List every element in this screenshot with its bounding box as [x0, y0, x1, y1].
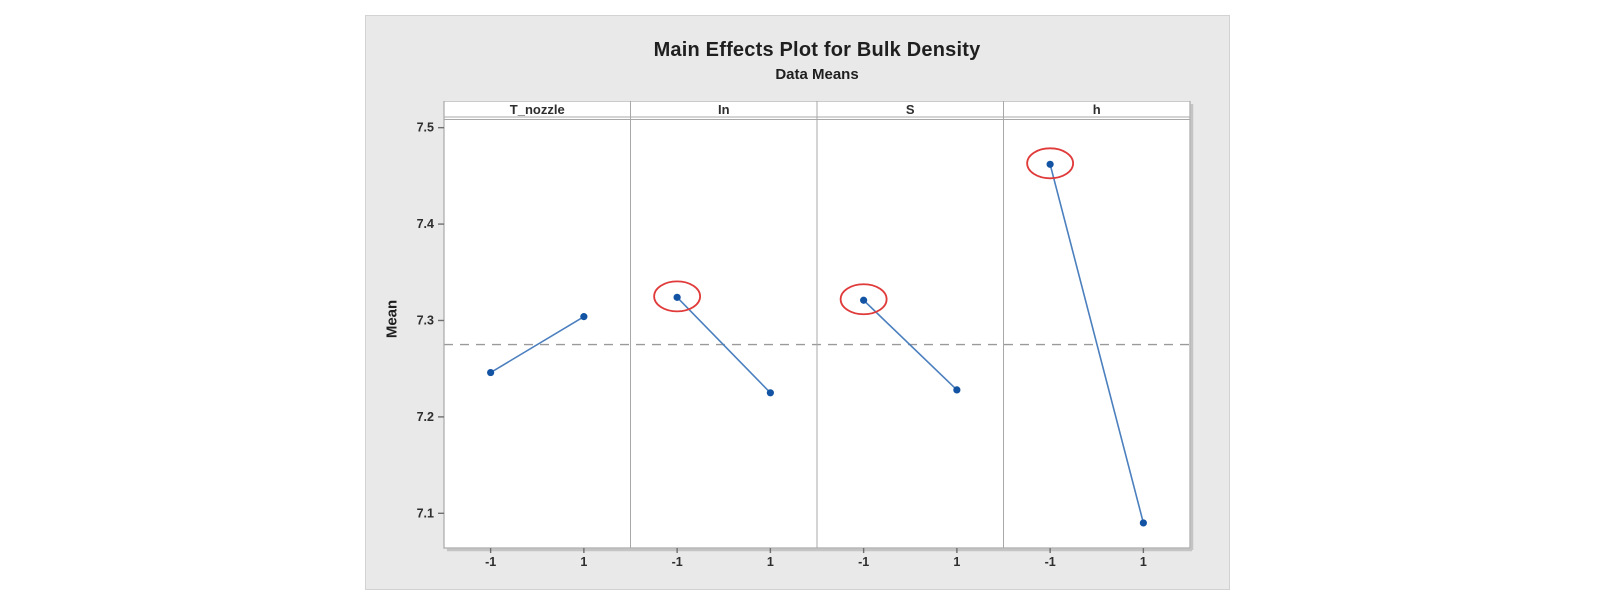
x-tick-label: 1 — [767, 555, 774, 569]
x-tick-label: 1 — [1140, 555, 1147, 569]
y-tick-label: 7.4 — [417, 217, 434, 231]
effect-line — [676, 296, 771, 394]
y-tick-label: 7.3 — [417, 313, 434, 327]
chart-title: Main Effects Plot for Bulk Density — [653, 39, 981, 61]
data-point — [766, 389, 774, 397]
data-point — [1139, 519, 1147, 527]
x-tick-label: -1 — [1045, 555, 1056, 569]
x-tick-label: -1 — [672, 555, 683, 569]
effect-line — [490, 315, 585, 374]
chart-card: Main Effects Plot for Bulk Density Data … — [365, 15, 1230, 590]
factor-label: In — [718, 102, 730, 117]
x-tick-label: 1 — [580, 555, 587, 569]
highlight-ellipse — [1026, 147, 1075, 180]
data-point — [580, 313, 588, 321]
x-tick-label: -1 — [485, 555, 496, 569]
data-point — [953, 386, 961, 394]
x-tick-label: -1 — [858, 555, 869, 569]
x-tick-label: 1 — [953, 555, 960, 569]
factor-label: S — [906, 102, 915, 117]
data-point — [860, 296, 868, 304]
y-tick-label: 7.1 — [417, 506, 434, 520]
y-tick-label: 7.5 — [417, 121, 434, 135]
y-tick-label: 7.2 — [417, 410, 434, 424]
data-point — [1046, 160, 1054, 168]
data-point — [673, 293, 681, 301]
data-point — [487, 368, 495, 377]
effect-line — [863, 299, 958, 391]
plot-border — [443, 101, 1191, 549]
highlight-ellipse — [653, 280, 702, 313]
factor-label: T_nozzle — [510, 102, 565, 117]
factor-label: h — [1093, 102, 1101, 117]
highlight-ellipse — [839, 283, 888, 316]
effect-line — [1049, 164, 1145, 524]
chart-subtitle: Data Means — [775, 66, 859, 83]
